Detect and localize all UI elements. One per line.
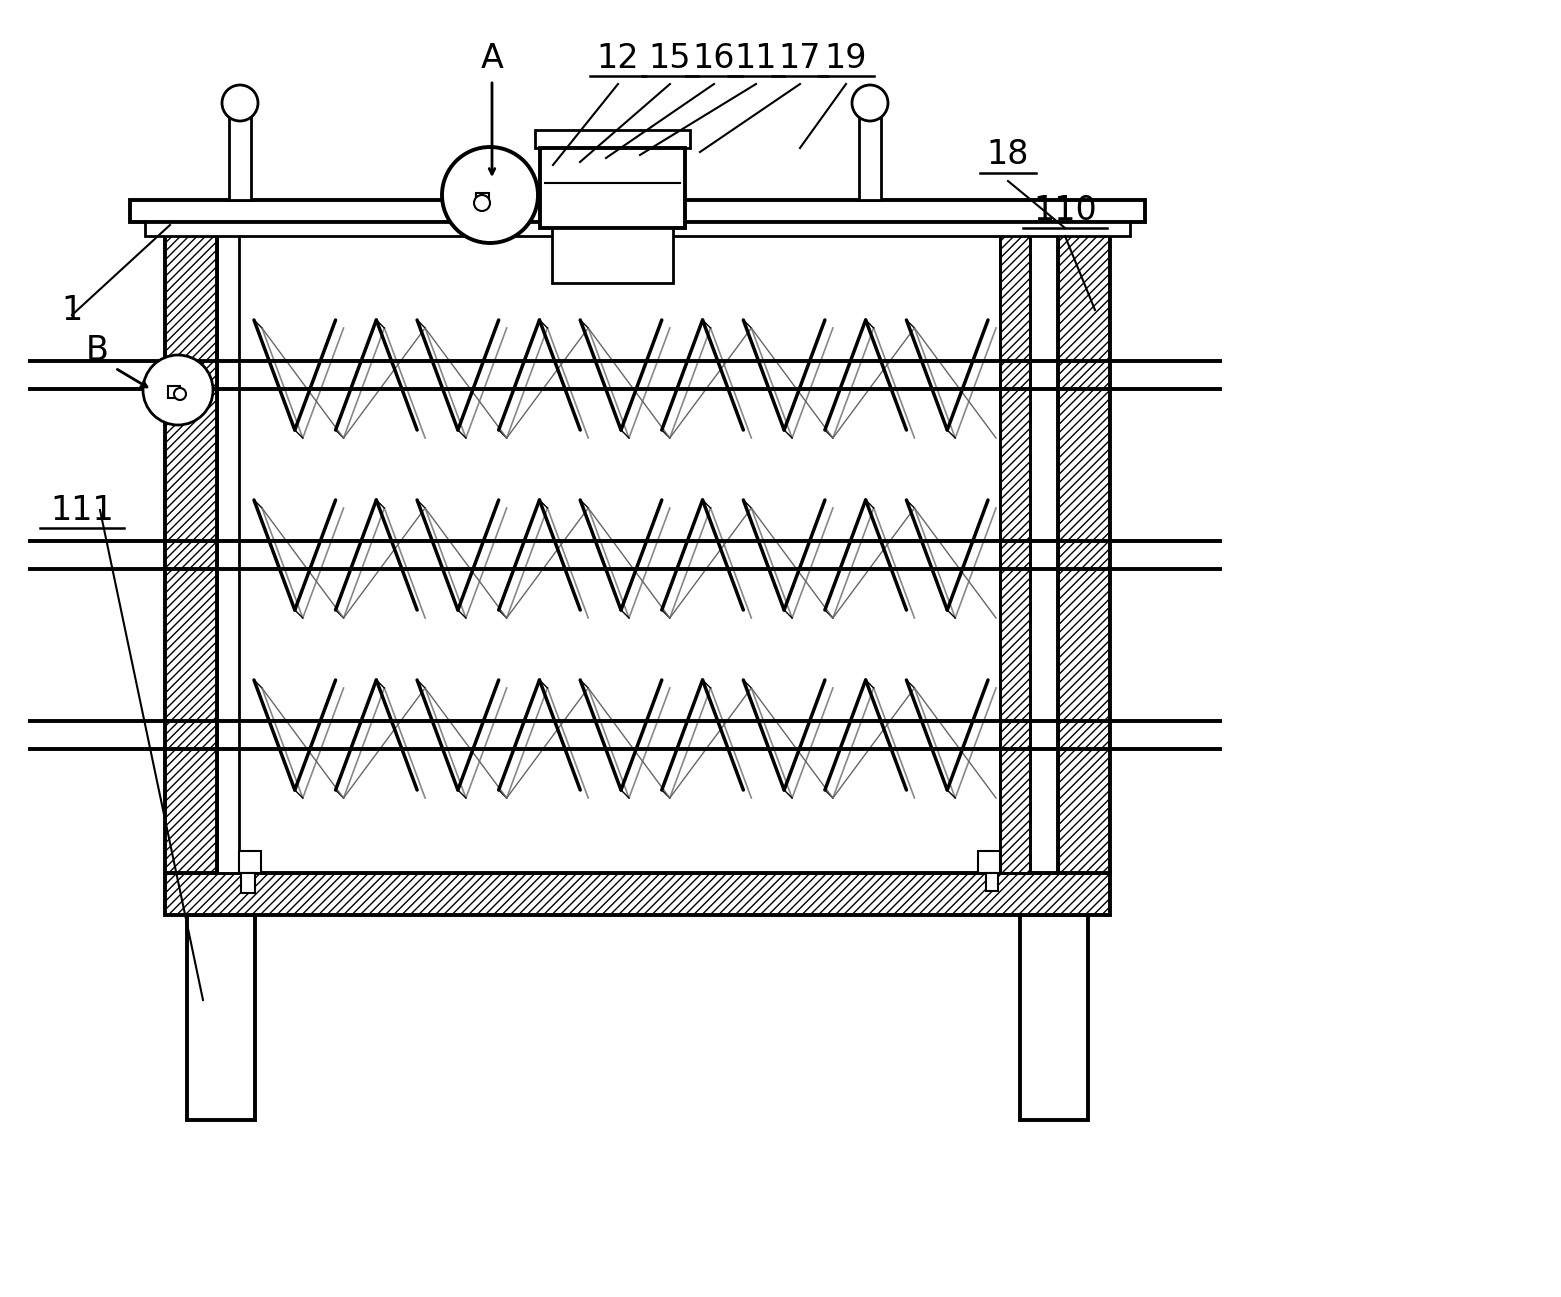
Text: 18: 18: [987, 139, 1029, 171]
Circle shape: [852, 86, 888, 121]
Text: A: A: [481, 42, 504, 74]
Bar: [1019, 914, 1088, 1121]
Text: 17: 17: [779, 42, 821, 74]
Text: 11: 11: [735, 42, 777, 74]
Text: 15: 15: [649, 42, 692, 74]
Bar: [217, 224, 239, 873]
Text: 19: 19: [824, 42, 868, 74]
Bar: [540, 148, 685, 228]
Bar: [240, 873, 254, 894]
Bar: [165, 224, 217, 873]
Bar: [130, 200, 1146, 222]
Circle shape: [173, 388, 186, 399]
Text: B: B: [86, 333, 108, 367]
Bar: [859, 115, 880, 200]
Text: 16: 16: [693, 42, 735, 74]
Text: 1: 1: [61, 293, 83, 327]
Circle shape: [222, 86, 258, 121]
Text: 12: 12: [596, 42, 640, 74]
Circle shape: [475, 195, 490, 211]
Bar: [1001, 224, 1030, 873]
Text: 110: 110: [1033, 193, 1097, 227]
Bar: [145, 222, 1130, 236]
Bar: [239, 851, 261, 873]
Bar: [229, 115, 251, 200]
Bar: [217, 224, 1058, 873]
Circle shape: [442, 147, 539, 243]
Bar: [535, 130, 690, 148]
Circle shape: [144, 355, 212, 425]
Text: 111: 111: [50, 493, 114, 527]
Bar: [987, 873, 997, 891]
Bar: [553, 228, 673, 283]
Bar: [165, 873, 1110, 914]
Bar: [979, 851, 1001, 873]
Bar: [1058, 224, 1110, 873]
Bar: [187, 914, 254, 1121]
Bar: [476, 193, 489, 206]
Bar: [169, 387, 180, 398]
